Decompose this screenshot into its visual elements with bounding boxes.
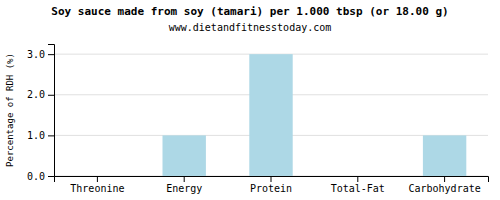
bar bbox=[163, 135, 206, 176]
bar bbox=[336, 176, 379, 177]
x-tick-mark bbox=[444, 176, 445, 182]
bar bbox=[423, 135, 466, 176]
y-tick-mark bbox=[48, 176, 54, 177]
y-tick: 3.0 bbox=[27, 49, 54, 60]
y-tick-label: 3.0 bbox=[27, 49, 45, 60]
x-tick-label: Threonine bbox=[70, 183, 124, 194]
y-tick-mark bbox=[48, 95, 54, 96]
x-tick: Energy bbox=[166, 176, 202, 194]
title: Soy sauce made from soy (tamari) per 1.0… bbox=[51, 5, 448, 18]
y-axis: 0.0 1.0 2.0 3.0 bbox=[27, 45, 55, 182]
chart: Soy sauce made from soy (tamari) per 1.0… bbox=[0, 0, 500, 200]
x-tick-label: Total-Fat bbox=[331, 183, 385, 194]
x-tick-label: Energy bbox=[166, 183, 202, 194]
subtitle: www.dietandfitnesstoday.com bbox=[169, 22, 332, 33]
x-tick: Total-Fat bbox=[331, 176, 385, 194]
x-tick: Protein bbox=[250, 176, 292, 194]
y-tick-mark bbox=[48, 54, 54, 55]
bar bbox=[249, 54, 292, 176]
x-tick-mark bbox=[357, 176, 358, 182]
x-tick: Carbohydrate bbox=[408, 176, 480, 194]
x-tick-label: Protein bbox=[250, 183, 292, 194]
x-axis-line bbox=[55, 177, 489, 183]
x-axis: Threonine Energy Protein Total-Fat Carbohydr… bbox=[55, 176, 489, 194]
y-tick: 1.0 bbox=[27, 130, 54, 141]
y-tick-label: 1.0 bbox=[27, 130, 45, 141]
y-tick-label: 0.0 bbox=[27, 171, 45, 182]
bars bbox=[163, 54, 467, 176]
x-tick: Threonine bbox=[70, 176, 124, 194]
y-tick-label: 2.0 bbox=[27, 89, 45, 100]
bar bbox=[76, 176, 119, 177]
y-tick: 0.0 bbox=[27, 171, 54, 182]
grid bbox=[54, 54, 488, 176]
y-tick: 2.0 bbox=[27, 89, 54, 100]
y-axis-line bbox=[48, 45, 55, 177]
x-tick-mark bbox=[271, 176, 272, 182]
x-tick-label: Carbohydrate bbox=[408, 183, 480, 194]
x-tick-mark bbox=[97, 176, 98, 182]
x-tick-mark bbox=[184, 176, 185, 182]
plot: Threonine Energy Protein Total-Fat Carbohydr… bbox=[27, 45, 489, 195]
y-axis-title: Percentage of RDH (%) bbox=[5, 53, 15, 167]
y-tick-mark bbox=[48, 135, 54, 136]
